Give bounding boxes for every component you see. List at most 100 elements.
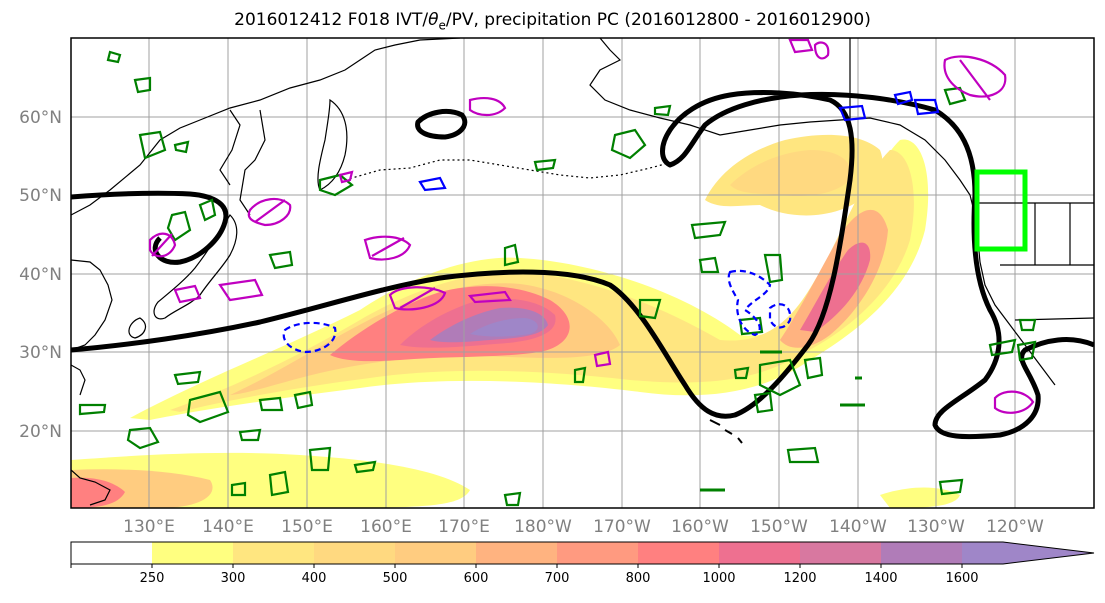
lat-label-20n: 20°N — [19, 422, 62, 442]
lat-label-30n: 30°N — [19, 343, 62, 363]
colorbar-tick-label: 1400 — [864, 571, 897, 586]
green-contour — [106, 50, 122, 64]
magenta-contour — [593, 350, 612, 368]
colorbar-segment — [881, 542, 963, 564]
colorbar-segment — [233, 542, 315, 564]
magenta-contour — [338, 170, 354, 184]
lat-label-60n: 60°N — [19, 108, 62, 128]
magenta-contour — [148, 232, 177, 258]
coast-kyushu — [128, 317, 147, 339]
blue-contour — [893, 90, 914, 106]
coast-korea — [71, 259, 113, 351]
magenta-contour — [788, 38, 814, 54]
green-contour — [988, 338, 1017, 357]
colorbar-extend-arrow — [962, 542, 1094, 564]
colorbar-segment — [152, 542, 234, 564]
green-contour — [803, 356, 824, 380]
lon-label-120w: 120°W — [986, 517, 1044, 537]
ivt-band-1000-south — [71, 477, 125, 508]
green-contour — [943, 86, 967, 106]
map-frame — [70, 37, 1095, 509]
magenta-contour — [993, 390, 1035, 414]
coast-hawaii — [709, 419, 743, 444]
magenta-contour — [467, 290, 512, 304]
green-contour — [638, 298, 662, 320]
lon-label-160e: 160°E — [360, 517, 412, 537]
green-contour — [573, 366, 587, 384]
magenta-contour — [468, 97, 507, 117]
lon-label-160w: 160°W — [671, 517, 729, 537]
lat-tick-labels: 60°N 50°N 40°N 30°N 20°N — [19, 108, 62, 442]
green-contour — [230, 481, 247, 497]
ivt-band-500-north — [730, 150, 851, 197]
green-contour-fragments — [700, 350, 865, 492]
green-contour — [1018, 318, 1037, 332]
coast-china — [71, 364, 86, 396]
colorbar-segment — [395, 542, 477, 564]
blue-contour — [838, 104, 867, 122]
green-contour — [763, 253, 784, 284]
green-contour — [758, 358, 802, 397]
lon-label-130e: 130°E — [123, 517, 175, 537]
lon-label-150w: 150°W — [750, 517, 808, 537]
green-contour — [503, 243, 520, 267]
green-contour — [238, 428, 262, 442]
green-contour — [503, 491, 522, 507]
lat-label-40n: 40°N — [19, 265, 62, 285]
blue-contour — [418, 176, 447, 192]
colorbar-tick-label: 1600 — [945, 571, 978, 586]
green-contour — [293, 390, 314, 410]
coast-okhotsk — [239, 109, 266, 216]
blue-dashed-contour — [727, 269, 772, 337]
green-contour — [166, 210, 192, 242]
green-contour — [318, 173, 354, 197]
colorbar-tick-label: 600 — [464, 571, 489, 586]
magenta-contour — [813, 41, 830, 60]
green-contour — [738, 316, 764, 336]
green-contour — [173, 370, 202, 386]
green-contour — [308, 446, 332, 472]
green-contour — [1016, 340, 1037, 362]
lon-label-170e: 170°E — [438, 517, 490, 537]
colorbar-segment — [638, 542, 720, 564]
green-contour — [733, 366, 750, 380]
lon-label-170w: 170°W — [593, 517, 651, 537]
coast-alaska — [589, 38, 976, 216]
colorbar: 250 300 400 500 600 700 800 1000 1200 1400 1600 — [70, 541, 1095, 586]
pv-contours — [71, 90, 1094, 440]
green-contour — [268, 470, 290, 497]
green-contour — [198, 198, 217, 222]
lon-label-140e: 140°E — [202, 517, 254, 537]
green-contour — [653, 104, 672, 117]
magenta-contour — [173, 284, 202, 304]
green-contour — [353, 460, 377, 474]
magenta-contour — [247, 197, 292, 227]
lon-label-180w: 180°W — [514, 517, 572, 537]
green-contour — [133, 76, 152, 94]
colorbar-segment — [800, 542, 882, 564]
green-contour — [268, 250, 294, 270]
ivt-band-1200-east — [800, 242, 871, 332]
green-contour — [698, 256, 720, 274]
graticule — [71, 38, 1094, 508]
blue-contour — [913, 98, 940, 116]
chart-title: 2016012412 F018 IVT/θe/PV, precipitation… — [234, 10, 871, 33]
colorbar-tick-label: 1000 — [702, 571, 735, 586]
lon-label-150e: 150°E — [281, 517, 333, 537]
target-region-box — [974, 169, 1028, 252]
lon-tick-labels: 130°E 140°E 150°E 160°E 170°E 180°W 170°… — [123, 517, 1044, 537]
pv-contour-main — [71, 90, 1094, 440]
green-contour — [690, 220, 727, 240]
green-contour — [610, 128, 647, 160]
coast-aleutians — [344, 159, 681, 181]
coast-sakhalin — [219, 109, 241, 186]
theta-e-magenta-contours — [148, 38, 1035, 414]
green-contour — [186, 390, 230, 424]
magenta-contour — [363, 235, 412, 261]
green-contour — [786, 446, 820, 464]
lat-label-50n: 50°N — [19, 186, 62, 206]
blue-dashed-contour — [768, 303, 792, 329]
colorbar-outline — [70, 541, 1095, 565]
lon-label-140w: 140°W — [829, 517, 887, 537]
coast-siberia — [71, 38, 461, 216]
